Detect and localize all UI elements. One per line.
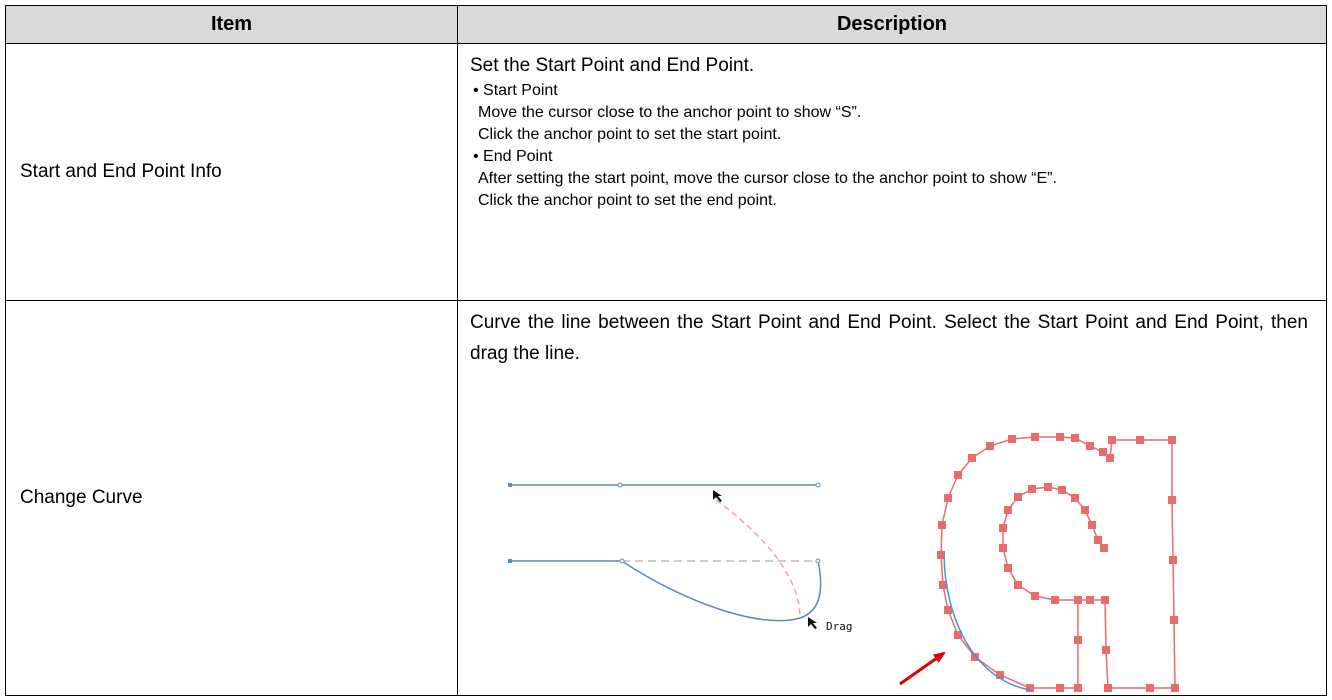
description-cell: Curve the line between the Start Point a…	[457, 300, 1327, 696]
text-line: After setting the start point, move the …	[478, 170, 1057, 187]
text-line: Click the anchor point to set the start …	[478, 126, 782, 143]
bullet: • End Point	[473, 148, 553, 165]
glyph-diagram	[937, 433, 1179, 692]
arrow	[899, 651, 946, 686]
text-line: Click the anchor point to set the end po…	[478, 192, 777, 209]
description-cell: Set the Start Point and End Point. • Sta…	[457, 43, 1327, 301]
text-line: Curve the line between the Start Point a…	[470, 312, 1308, 364]
text-line: Move the cursor close to the anchor poin…	[478, 104, 862, 121]
curve	[943, 554, 1031, 691]
figure-label: Drag	[826, 620, 853, 633]
header-cell: Item	[5, 5, 458, 44]
text-line: Set the Start Point and End Point.	[470, 55, 755, 76]
bullet: • Start Point	[473, 82, 558, 99]
curve-diagram: Drag	[508, 482, 853, 633]
